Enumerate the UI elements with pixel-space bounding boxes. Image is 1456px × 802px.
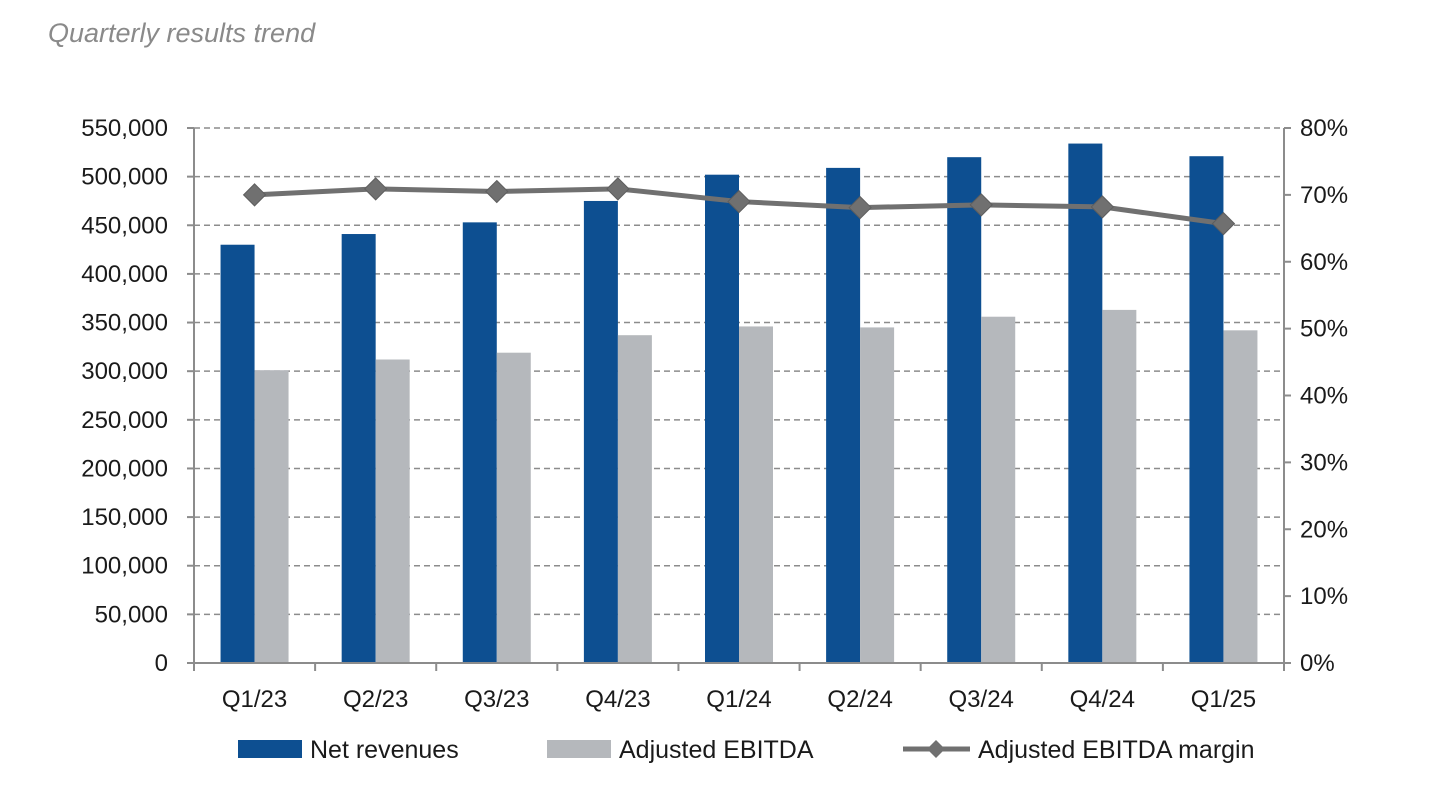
net-revenues-bar-q2-23 [341,234,376,663]
net-revenues-bar-q2-24 [826,167,861,663]
net-revenues-bar-q1-25 [1189,156,1224,663]
left-tick-label: 300,000 [81,358,168,385]
net-revenues-bar-q3-23 [462,222,497,663]
x-tick-label: Q3/24 [949,686,1014,713]
net-revenues-bar-q1-23 [220,244,255,663]
right-tick-label: 30% [1300,449,1348,476]
x-tick-label: Q2/23 [343,686,408,713]
x-tick-label: Q1/23 [222,686,287,713]
legend-label-net-revenues: Net revenues [310,736,459,764]
adjusted-ebitda-bar-q1-23 [254,370,289,663]
left-tick-label: 50,000 [95,601,168,628]
margin-point-q2-23 [363,177,388,201]
left-tick-label: 250,000 [81,407,168,434]
bars [220,143,1258,664]
right-tick-label: 60% [1300,249,1348,276]
right-tick-label: 50% [1300,316,1348,343]
legend-swatch-marker [927,740,945,758]
margin-point-q1-23 [242,183,267,207]
right-tick-label: 20% [1300,516,1348,543]
x-tick-label: Q1/24 [706,686,771,713]
margin-point-q3-24 [969,193,993,217]
x-tick-label: Q4/24 [1070,686,1135,713]
left-tick-label: 550,000 [81,115,168,142]
x-tick-label: Q4/23 [585,686,650,713]
margin-point-q4-23 [606,177,630,201]
net-revenues-bar-q4-23 [583,200,618,664]
margin-point-q1-25 [1211,211,1236,236]
x-tick-label: Q2/24 [827,686,892,713]
adjusted-ebitda-bar-q2-23 [375,359,410,663]
legend-label-adjusted-ebitda: Adjusted EBITDA [619,736,814,764]
legend-swatch-adjusted-ebitda [547,740,611,758]
right-tick-label: 0% [1300,650,1335,677]
adjusted-ebitda-bar-q4-24 [1102,309,1137,663]
adjusted-ebitda-bar-q1-24 [739,326,773,663]
margin-point-q4-24 [1090,195,1115,219]
right-tick-label: 40% [1300,383,1348,410]
legend-label-adjusted-ebitda-margin: Adjusted EBITDA margin [978,736,1255,764]
right-tick-label: 10% [1300,583,1348,610]
legend-swatch-net-revenues [238,740,302,758]
x-tick-label: Q3/23 [464,686,529,713]
margin-line [242,177,1236,236]
left-tick-label: 100,000 [81,553,168,580]
chart-title: Quarterly results trend [48,18,316,48]
net-revenues-bar-q3-24 [947,157,982,663]
adjusted-ebitda-bar-q2-24 [860,327,895,663]
net-revenues-bar-q4-24 [1068,143,1103,664]
margin-point-q3-23 [485,179,509,204]
left-tick-label: 450,000 [81,212,168,239]
right-tick-label: 80% [1300,115,1348,142]
left-tick-label: 500,000 [81,164,168,191]
net-revenues-bar-q1-24 [705,174,739,663]
legend: Net revenues Adjusted EBITDA Adjusted EBIT… [238,736,1255,764]
adjusted-ebitda-bar-q3-24 [981,316,1016,663]
left-tick-label: 200,000 [81,455,168,482]
x-tick-label: Q1/25 [1191,686,1256,713]
left-tick-label: 400,000 [81,261,168,288]
left-tick-label: 0 [155,650,168,677]
margin-point-q1-24 [727,189,751,214]
adjusted-ebitda-bar-q3-23 [496,352,531,663]
tick-labels: 0 50,000 100,000 150,000 200,000 250,000 300,0… [81,115,1348,713]
axes [187,127,1291,671]
right-tick-label: 70% [1300,182,1348,209]
left-tick-label: 150,000 [81,504,168,531]
adjusted-ebitda-bar-q1-25 [1223,330,1258,663]
left-tick-label: 350,000 [81,310,168,337]
adjusted-ebitda-bar-q4-23 [617,335,652,663]
margin-point-q2-24 [848,195,872,220]
